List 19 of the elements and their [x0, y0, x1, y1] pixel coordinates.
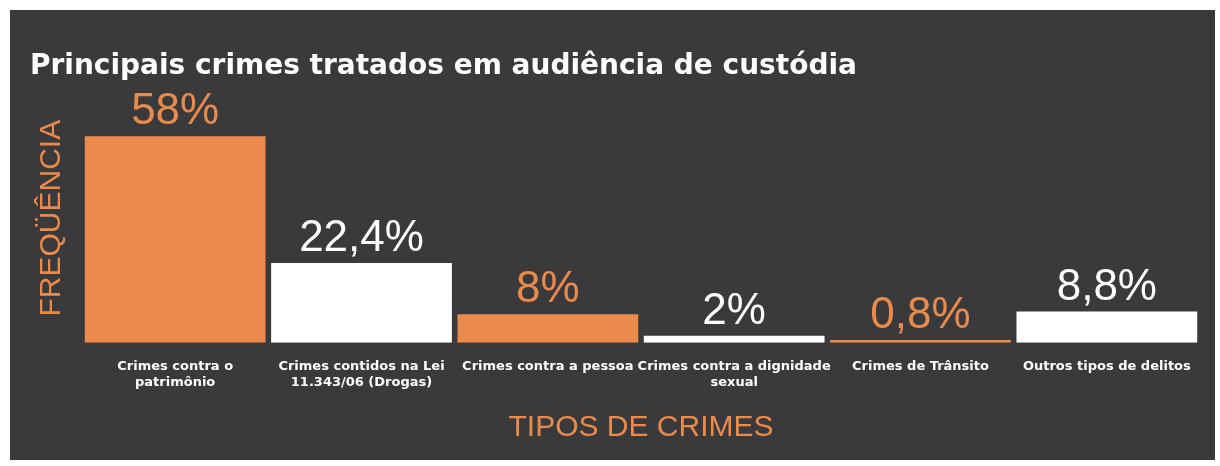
x-tick-label: Crimes contidos na Lei 11.343/06 (Drogas): [278, 357, 445, 389]
x-tick-label: Outros tipos de delitos: [1022, 357, 1192, 373]
data-label: 8,8%: [1056, 259, 1157, 309]
data-label: 58%: [131, 84, 220, 134]
data-label: 2%: [702, 283, 766, 333]
x-axis-title: TIPOS DE CRIMES: [508, 409, 774, 443]
chart-title: Principais crimes tratados em audiência de custódia: [30, 48, 857, 82]
bar: [84, 136, 266, 343]
data-label: 22,4%: [299, 211, 424, 261]
y-axis-title: FREQÜÊNCIA: [33, 119, 67, 317]
x-tick-label: Crimes de Trânsito: [852, 357, 990, 373]
data-label: 8%: [516, 262, 580, 312]
x-tick-label: Crimes contra o patrimônio: [117, 357, 234, 389]
x-tick-label: Crimes contra a pessoa: [462, 357, 634, 373]
bar: [271, 263, 452, 343]
x-tick-label: Crimes contra a dignidade sexual: [637, 357, 831, 389]
bar: [457, 314, 639, 343]
bar: [1016, 311, 1198, 343]
data-label: 0,8%: [870, 288, 971, 338]
